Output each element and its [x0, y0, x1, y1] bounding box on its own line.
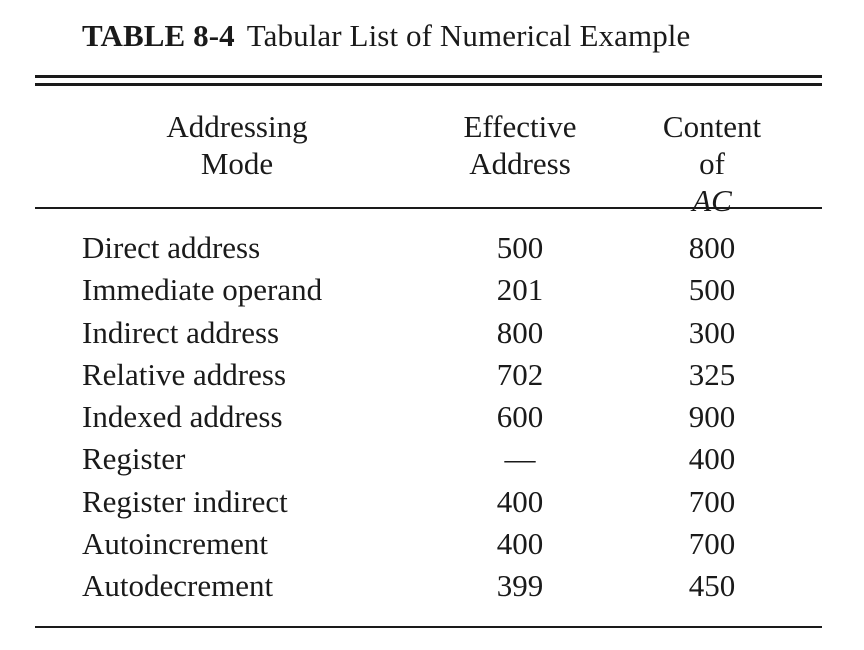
header-line: of AC	[612, 145, 812, 219]
effective-address-cell: 800	[496, 314, 544, 350]
effective-address-cell: 400	[496, 526, 544, 562]
header-line: Effective	[463, 109, 577, 144]
bottom-rule	[35, 626, 822, 628]
ac-content-cell: 900	[688, 399, 736, 435]
table-row: Relative address 702 325	[0, 354, 864, 396]
ac-content-cell: 325	[688, 356, 736, 392]
table-row: Register indirect 400 700	[0, 481, 864, 523]
effective-address-cell: 201	[496, 272, 544, 308]
table-row: Autoincrement 400 700	[0, 523, 864, 565]
table-row: Indexed address 600 900	[0, 396, 864, 438]
table-row: Register — 400	[0, 438, 864, 480]
header-line: Content	[662, 109, 762, 144]
header-line: Addressing	[166, 109, 308, 144]
ac-content-cell: 300	[688, 314, 736, 350]
table-row: Indirect address 800 300	[0, 312, 864, 354]
mode-cell: Immediate operand	[82, 272, 323, 308]
mode-cell: Autoincrement	[82, 526, 268, 562]
header-line: Mode	[200, 146, 274, 181]
table-title: Tabular List of Numerical Example	[246, 18, 691, 53]
table-row: Direct address 500 800	[0, 227, 864, 269]
table-number: TABLE 8-4	[82, 18, 235, 53]
table-row: Autodecrement 399 450	[0, 565, 864, 607]
header-addressing-mode: Addressing Mode	[137, 108, 337, 182]
mode-cell: Indexed address	[82, 399, 283, 435]
table-caption: TABLE 8-4 Tabular List of Numerical Examp…	[82, 18, 690, 54]
header-text: of	[699, 146, 725, 181]
effective-address-cell: 400	[496, 483, 544, 519]
header-rule	[35, 207, 822, 209]
top-rule-inner	[35, 83, 822, 86]
ac-content-cell: 400	[688, 441, 736, 477]
effective-address-cell: 399	[496, 568, 544, 604]
ac-content-cell: 800	[688, 230, 736, 265]
top-rule-outer	[35, 75, 822, 78]
header-ac-italic: AC	[692, 183, 732, 218]
mode-cell: Relative address	[82, 356, 287, 392]
ac-content-cell: 700	[688, 483, 736, 519]
mode-cell: Direct address	[82, 230, 261, 265]
header-effective-address: Effective Address	[420, 108, 620, 182]
table-row: Immediate operand 201 500	[0, 269, 864, 311]
mode-cell: Register	[82, 441, 186, 477]
ac-content-cell: 700	[688, 526, 736, 562]
mode-cell: Autodecrement	[82, 568, 274, 604]
mode-cell: Register indirect	[82, 483, 288, 519]
mode-cell: Indirect address	[82, 314, 280, 350]
ac-content-cell: 450	[688, 568, 736, 604]
effective-address-cell: 600	[496, 399, 544, 435]
header-line: Address	[469, 146, 571, 181]
effective-address-cell: 500	[496, 230, 544, 265]
effective-address-cell: —	[504, 441, 536, 477]
ac-content-cell: 500	[688, 272, 736, 308]
header-content-of-ac: Content of AC	[612, 108, 812, 219]
effective-address-cell: 702	[496, 356, 544, 392]
table-body: Direct address 500 800 Immediate operand 201…	[0, 227, 864, 608]
